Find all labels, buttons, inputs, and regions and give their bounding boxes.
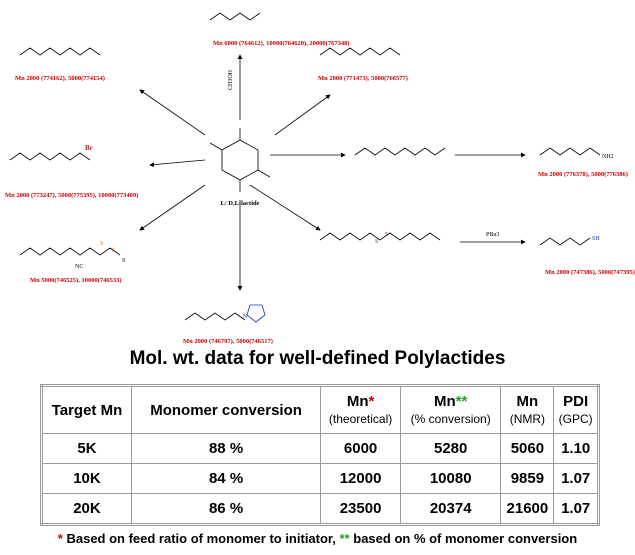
- table-cell: 10080: [399, 463, 502, 494]
- table-row: 5K 88 % 6000 5280 5060 1.10: [41, 433, 599, 464]
- group: S: [385, 232, 388, 238]
- group: SH: [592, 236, 600, 242]
- header-cell: Target Mn: [41, 385, 132, 434]
- footnote-text: Based on feed ratio of monomer to initia…: [66, 531, 336, 546]
- group: Br: [85, 144, 93, 152]
- table-row: 10K 84 % 12000 10080 9859 1.07: [41, 463, 599, 494]
- product-label: Mn 6000 (764612), 10000(764620), 20000(7…: [213, 40, 350, 47]
- reagent: CH3OH: [228, 69, 234, 90]
- table-cell: 5060: [500, 433, 555, 464]
- table-cell: 10K: [41, 463, 132, 494]
- scheme: L/ D,L-lactide CH3OH PBu3 Br NC S S 9 NH…: [5, 12, 635, 345]
- table-cell: 9859: [500, 463, 555, 494]
- header-sub: (theoretical): [328, 411, 393, 426]
- table-cell: 1.07: [553, 463, 599, 494]
- data-table: Target Mn Monomer conversion Mn* (theoretic…: [40, 384, 600, 526]
- product-label: Mn 5000(746525), 10000(746533): [30, 277, 122, 284]
- table-cell: 21600: [500, 493, 555, 525]
- product-label: Mn 2000 (747386), 5000(747395): [545, 269, 635, 276]
- header-cell: Mn (NMR): [500, 385, 555, 434]
- table-cell: 88 %: [130, 433, 322, 464]
- footnote: * Based on feed ratio of monomer to init…: [0, 531, 635, 546]
- arrow: [139, 89, 206, 136]
- group: NC: [75, 264, 83, 270]
- footnote-mark: *: [57, 531, 63, 546]
- header-cell: Monomer conversion: [130, 385, 322, 434]
- table-cell: 6000: [320, 433, 401, 464]
- header-sub: (% conversion): [410, 411, 491, 426]
- footnote-text: based on % of monomer conversion: [353, 531, 578, 546]
- arrow: [274, 94, 331, 136]
- footnote-mark: **: [339, 531, 350, 546]
- arrow: [249, 184, 321, 231]
- group: NH2: [602, 154, 614, 160]
- table-cell: 1.07: [553, 493, 599, 525]
- table-cell: 20K: [41, 493, 132, 525]
- header-text: Mn: [516, 392, 539, 410]
- header-star: *: [368, 392, 375, 410]
- title: Mol. wt. data for well-defined Polylacti…: [129, 348, 506, 369]
- header-text: Mn: [434, 392, 456, 410]
- table-cell: 5K: [41, 433, 132, 464]
- header-sub: (GPC): [558, 411, 593, 426]
- product-label: Mn 2000 (771473), 5000(766577): [318, 75, 408, 82]
- arrow: [149, 159, 206, 168]
- reagent: PBu3: [486, 232, 499, 238]
- table-cell: 5280: [399, 433, 502, 464]
- header-text: Target Mn: [51, 401, 123, 419]
- structures: [9, 12, 601, 323]
- group: N: [243, 314, 248, 320]
- header-sub: (NMR): [509, 411, 546, 426]
- header-cell: Mn* (theoretical): [320, 385, 401, 434]
- product-label: Mn 2000 (776378), 5000(776386): [538, 171, 628, 178]
- table-cell: 23500: [320, 493, 401, 525]
- product-label: Mn 2000 (746797), 5000(746517): [183, 338, 273, 345]
- header-text: Monomer conversion: [150, 401, 302, 419]
- table-cell: 12000: [320, 463, 401, 494]
- table-cell: 86 %: [130, 493, 322, 525]
- header-cell: Mn** (% conversion): [399, 385, 502, 434]
- group: S: [375, 239, 378, 245]
- header-star: **: [455, 392, 468, 410]
- table-cell: 20374: [399, 493, 502, 525]
- table-row: 20K 86 % 23500 20374 21600 1.07: [41, 493, 599, 525]
- header-text: Mn: [346, 392, 369, 410]
- group: 9: [122, 258, 125, 264]
- group: S: [112, 248, 115, 254]
- table-cell: 84 %: [130, 463, 322, 494]
- table-cell: 1.10: [553, 433, 599, 464]
- header-text: PDI: [563, 392, 589, 410]
- product-label: Mn 2000 (774162), 5000(774154): [15, 75, 105, 82]
- product-label: Mn 2000 (773247), 5000(775395), 10000(77…: [5, 192, 138, 199]
- group: S: [100, 241, 103, 247]
- header-row: Target Mn Monomer conversion Mn* (theoretic…: [41, 385, 599, 434]
- lactide: [209, 128, 271, 192]
- header-cell: PDI (GPC): [553, 385, 599, 434]
- arrow: [139, 184, 206, 231]
